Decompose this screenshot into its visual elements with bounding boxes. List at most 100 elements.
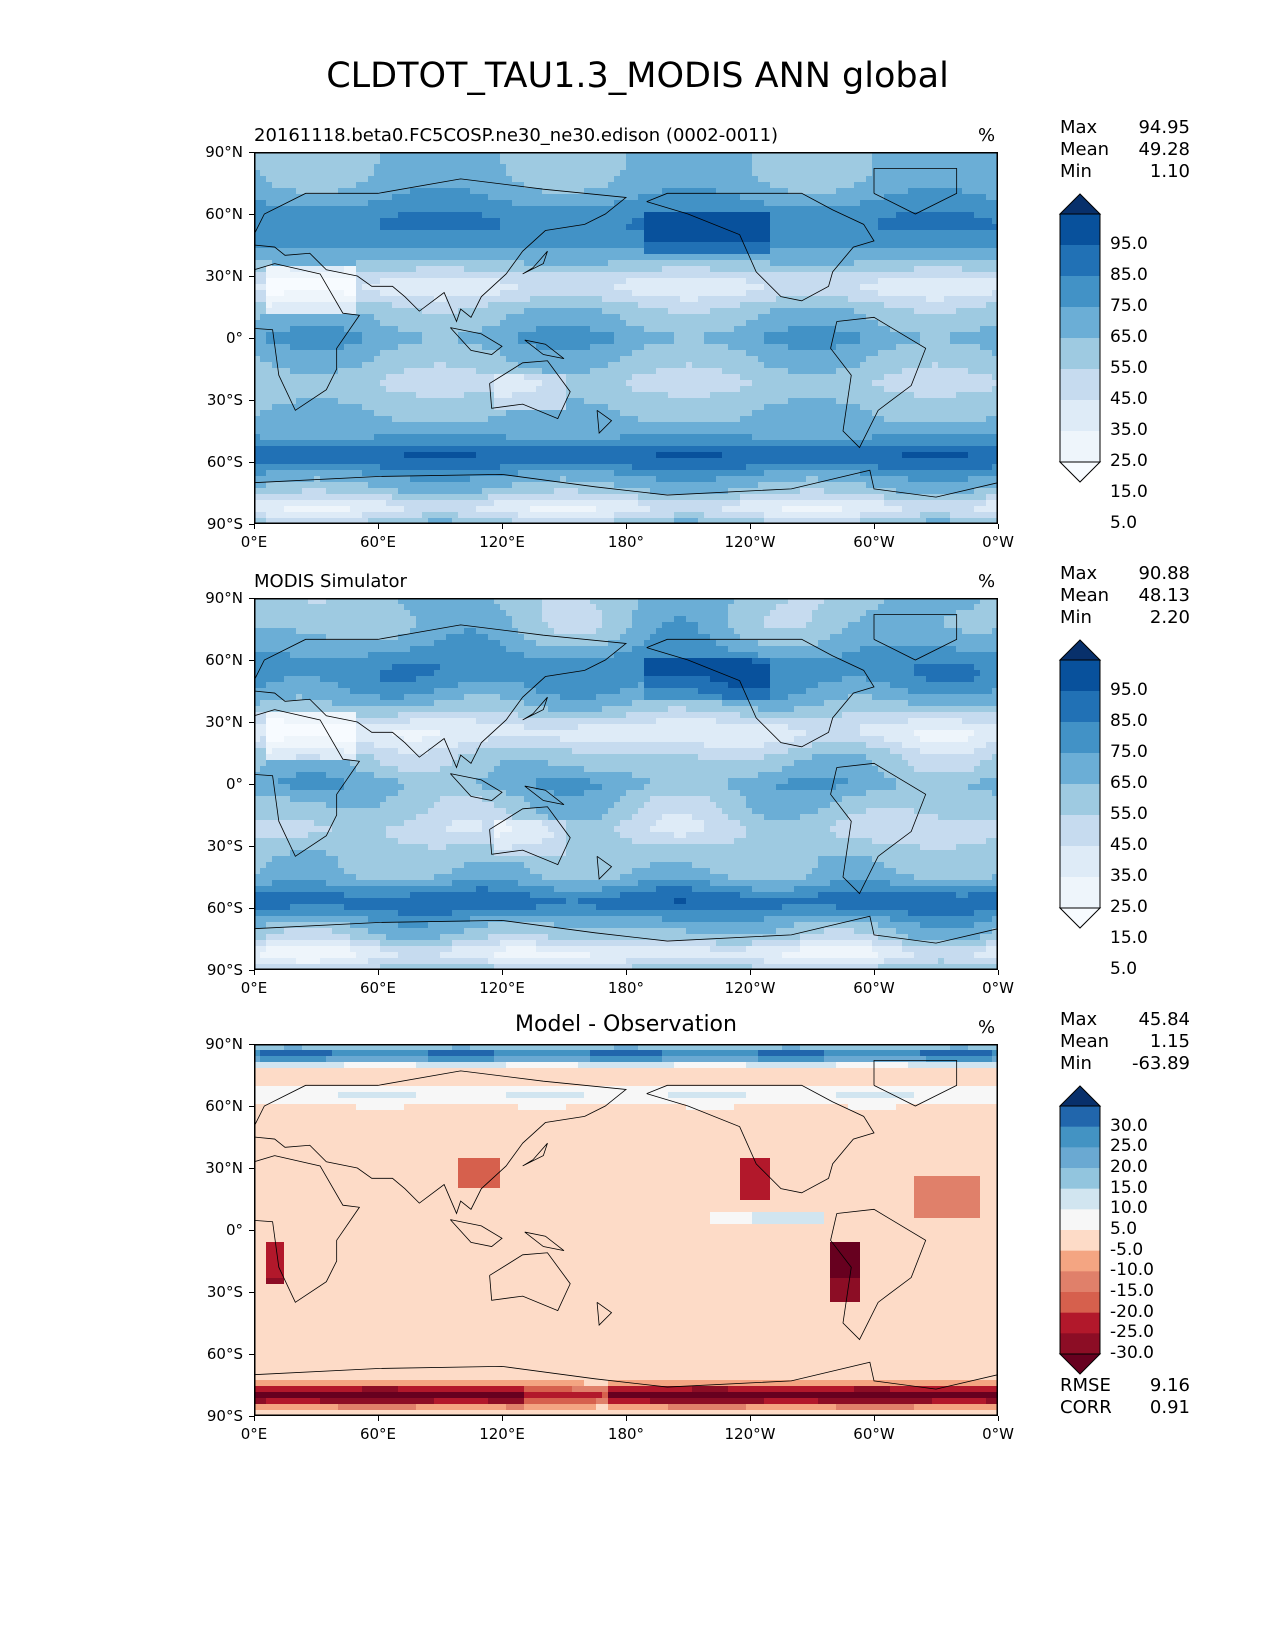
field-cell — [572, 362, 579, 369]
field-cell — [386, 266, 393, 273]
field-cell — [590, 164, 597, 171]
field-cell — [668, 170, 675, 177]
field-cell — [362, 230, 369, 237]
field-cell — [548, 260, 555, 267]
field-cell — [608, 386, 615, 393]
field-cell — [422, 242, 429, 249]
field-cell — [284, 326, 291, 333]
field-cell — [350, 158, 357, 165]
field-cell — [368, 230, 375, 237]
field-cell — [848, 326, 855, 333]
field-cell — [794, 338, 801, 345]
field-cell — [530, 212, 537, 219]
field-cell — [518, 380, 525, 387]
field-cell — [542, 284, 549, 291]
field-cell — [650, 308, 657, 315]
field-cell — [992, 158, 999, 165]
field-cell — [266, 164, 273, 171]
field-cell — [776, 284, 783, 291]
field-cell — [518, 158, 525, 165]
field-cell — [260, 272, 267, 279]
field-cell — [446, 338, 453, 345]
field-cell — [548, 374, 555, 381]
field-cell — [920, 380, 927, 387]
field-cell — [272, 380, 279, 387]
field-cell — [404, 380, 411, 387]
field-cell — [734, 188, 741, 195]
field-cell — [926, 374, 933, 381]
field-cell — [794, 320, 801, 327]
field-cell — [746, 302, 753, 309]
field-cell — [542, 218, 549, 225]
field-cell — [926, 236, 933, 243]
field-cell — [410, 392, 417, 399]
field-cell — [728, 386, 735, 393]
field-cell — [734, 308, 741, 315]
field-cell — [518, 230, 525, 237]
field-cell — [512, 296, 519, 303]
field-cell — [632, 386, 639, 393]
field-cell — [350, 182, 357, 189]
field-cell — [938, 158, 945, 165]
field-cell — [356, 374, 363, 381]
field-cell — [836, 272, 843, 279]
field-cell — [806, 368, 813, 375]
field-cell — [434, 284, 441, 291]
field-cell — [578, 374, 585, 381]
field-cell — [674, 290, 681, 297]
field-cell — [836, 242, 843, 249]
field-cell — [572, 278, 579, 285]
field-cell — [812, 362, 819, 369]
field-cell — [812, 380, 819, 387]
field-cell — [464, 314, 471, 321]
field-cell — [440, 332, 447, 339]
field-cell — [626, 320, 633, 327]
field-cell — [656, 386, 663, 393]
field-cell — [704, 374, 711, 381]
field-cell — [422, 284, 429, 291]
field-cell — [368, 284, 375, 291]
field-cell — [386, 296, 393, 303]
field-cell — [440, 314, 447, 321]
field-cell — [524, 356, 531, 363]
field-cell — [452, 248, 459, 255]
field-cell — [608, 362, 615, 369]
field-cell — [632, 278, 639, 285]
field-cell — [368, 266, 375, 273]
field-cell — [764, 200, 771, 207]
field-cell — [836, 200, 843, 207]
field-cell — [458, 368, 465, 375]
field-cell — [812, 320, 819, 327]
field-cell — [362, 164, 369, 171]
field-cell — [938, 152, 945, 159]
field-cell — [674, 326, 681, 333]
field-cell — [374, 392, 381, 399]
field-cell — [434, 176, 441, 183]
field-cell — [578, 302, 585, 309]
field-cell — [962, 260, 969, 267]
field-cell — [266, 308, 273, 315]
field-cell — [380, 356, 387, 363]
field-cell — [692, 308, 699, 315]
field-cell — [752, 344, 759, 351]
field-cell — [854, 188, 861, 195]
field-cell — [422, 206, 429, 213]
field-cell — [320, 164, 327, 171]
field-cell — [446, 278, 453, 285]
field-cell — [254, 326, 261, 333]
field-cell — [656, 338, 663, 345]
field-cell — [506, 164, 513, 171]
field-cell — [374, 224, 381, 231]
field-cell — [692, 248, 699, 255]
field-cell — [590, 290, 597, 297]
field-cell — [800, 224, 807, 231]
field-cell — [800, 164, 807, 171]
field-cell — [764, 332, 771, 339]
field-cell — [740, 296, 747, 303]
field-cell — [596, 374, 603, 381]
field-cell — [278, 194, 285, 201]
field-cell — [560, 236, 567, 243]
field-cell — [650, 266, 657, 273]
field-cell — [836, 314, 843, 321]
field-cell — [722, 278, 729, 285]
